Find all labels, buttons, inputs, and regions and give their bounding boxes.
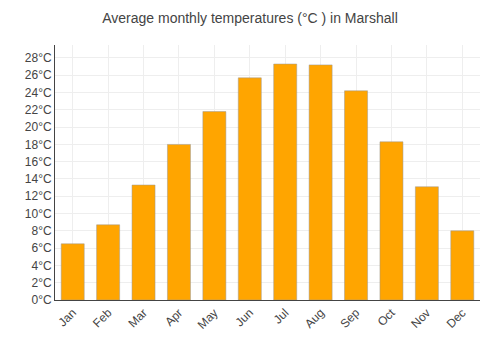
- svg-text:12°C: 12°C: [25, 189, 52, 203]
- svg-text:10°C: 10°C: [25, 207, 52, 221]
- svg-text:22°C: 22°C: [25, 103, 52, 117]
- svg-text:Mar: Mar: [125, 306, 150, 331]
- svg-text:Nov: Nov: [408, 306, 433, 331]
- svg-text:16°C: 16°C: [25, 155, 52, 169]
- svg-text:Dec: Dec: [444, 306, 469, 331]
- svg-text:24°C: 24°C: [25, 86, 52, 100]
- svg-text:14°C: 14°C: [25, 172, 52, 186]
- svg-text:Sep: Sep: [337, 306, 362, 331]
- svg-text:18°C: 18°C: [25, 138, 52, 152]
- svg-text:20°C: 20°C: [25, 120, 52, 134]
- svg-text:Oct: Oct: [375, 305, 399, 329]
- svg-text:Jul: Jul: [271, 306, 292, 327]
- svg-text:26°C: 26°C: [25, 68, 52, 82]
- svg-text:Jan: Jan: [55, 306, 79, 330]
- svg-text:8°C: 8°C: [31, 224, 51, 238]
- svg-text:28°C: 28°C: [25, 51, 52, 65]
- svg-text:2°C: 2°C: [31, 276, 51, 290]
- svg-text:Aug: Aug: [302, 306, 327, 331]
- svg-text:Feb: Feb: [90, 306, 115, 331]
- svg-text:4°C: 4°C: [31, 259, 51, 273]
- svg-text:May: May: [195, 306, 221, 332]
- svg-text:6°C: 6°C: [31, 241, 51, 255]
- svg-text:Apr: Apr: [162, 306, 185, 329]
- svg-text:Average monthly temperatures (: Average monthly temperatures (°C ) in Ma…: [102, 10, 398, 26]
- svg-text:0°C: 0°C: [31, 293, 51, 307]
- svg-text:Jun: Jun: [233, 306, 257, 330]
